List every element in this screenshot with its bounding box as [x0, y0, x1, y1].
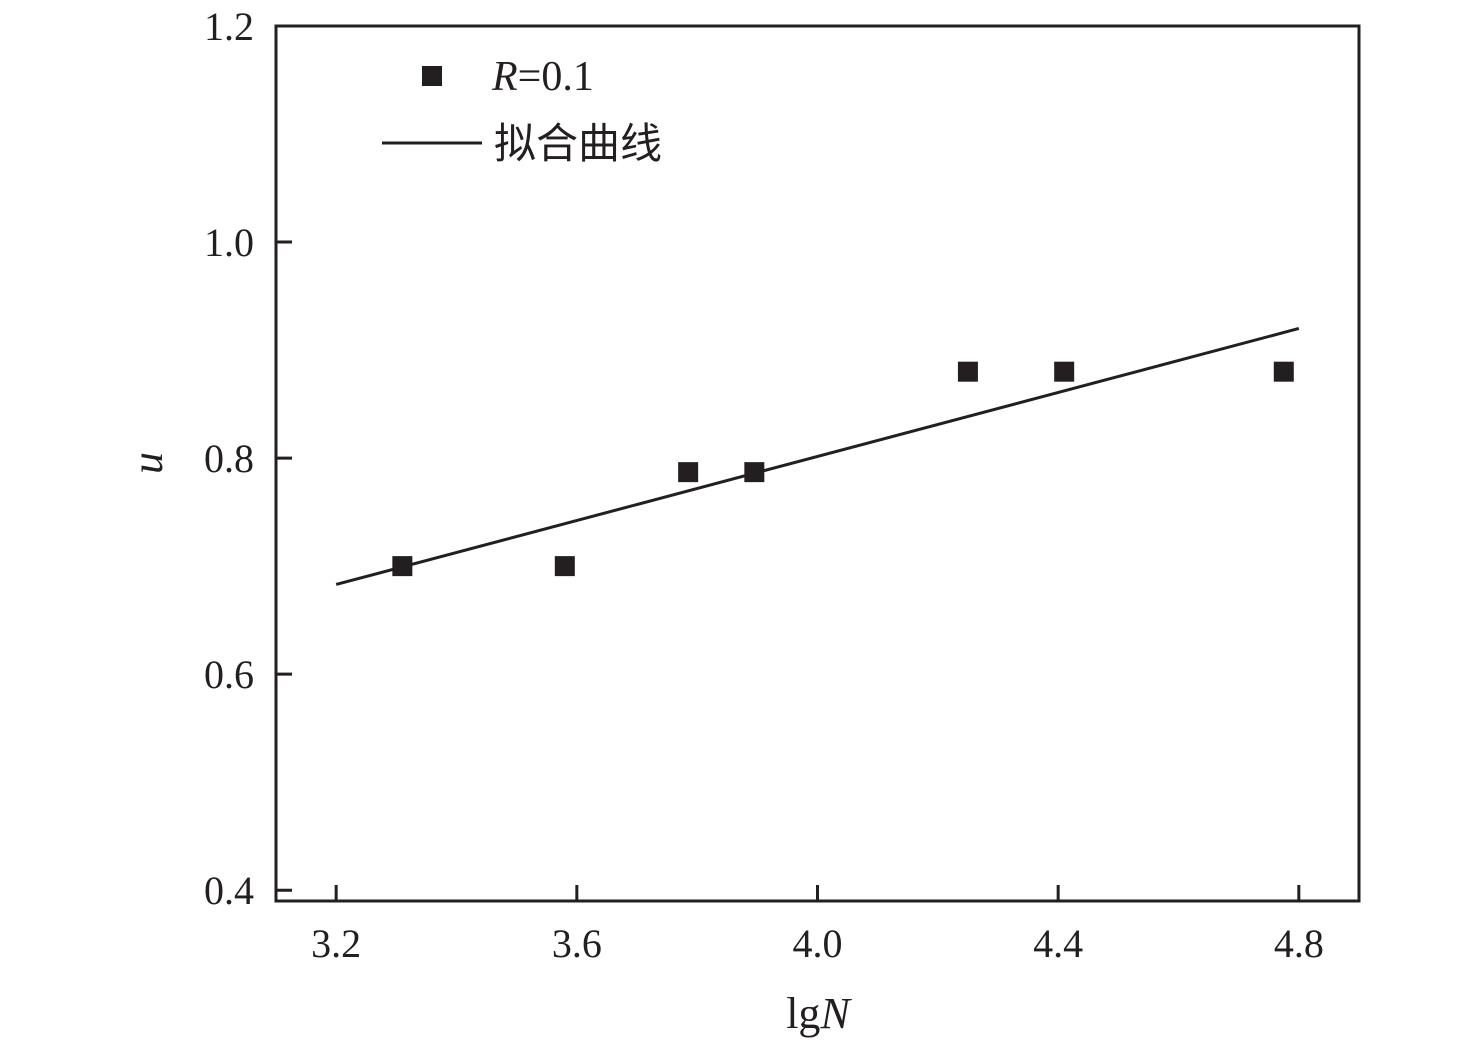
data-point [1273, 361, 1294, 382]
x-axis-title-prefix: lg [786, 989, 820, 1038]
data-point [554, 556, 575, 577]
x-tick-label: 4.4 [1033, 921, 1083, 966]
legend-label-fit: 拟合曲线 [494, 119, 662, 168]
legend-label-data: R=0.1 [491, 54, 594, 100]
y-tick-label: 0.8 [204, 436, 254, 481]
legend-label-var: R [491, 54, 518, 100]
y-axis-title: u [123, 452, 172, 474]
y-tick-label: 1.0 [204, 220, 254, 265]
data-point [957, 361, 978, 382]
legend-marker-square [422, 66, 442, 86]
x-tick-label: 4.0 [793, 921, 843, 966]
legend-label-rest: =0.1 [518, 54, 594, 100]
x-tick-label: 3.2 [311, 921, 361, 966]
x-axis-title: lgN [786, 989, 852, 1038]
plot-frame [274, 24, 1361, 903]
fit-line-layer [335, 327, 1300, 586]
y-tick-label: 1.2 [204, 4, 254, 49]
x-tick-label: 4.8 [1274, 921, 1324, 966]
data-point [1054, 361, 1075, 382]
data-point [678, 462, 699, 483]
x-axis: 3.2 3.6 4.0 4.4 4.8 [311, 885, 1324, 966]
data-point [392, 556, 413, 577]
y-axis: 0.4 0.6 0.8 1.0 1.2 [204, 4, 292, 913]
data-point [744, 462, 765, 483]
x-axis-title-var: N [819, 989, 852, 1038]
x-tick-label: 3.6 [552, 921, 602, 966]
y-tick-label: 0.4 [204, 868, 254, 913]
scatter-points-layer [392, 361, 1294, 577]
legend: R=0.1 拟合曲线 [382, 54, 662, 168]
fit-line [335, 327, 1300, 586]
y-tick-label: 0.6 [204, 652, 254, 697]
